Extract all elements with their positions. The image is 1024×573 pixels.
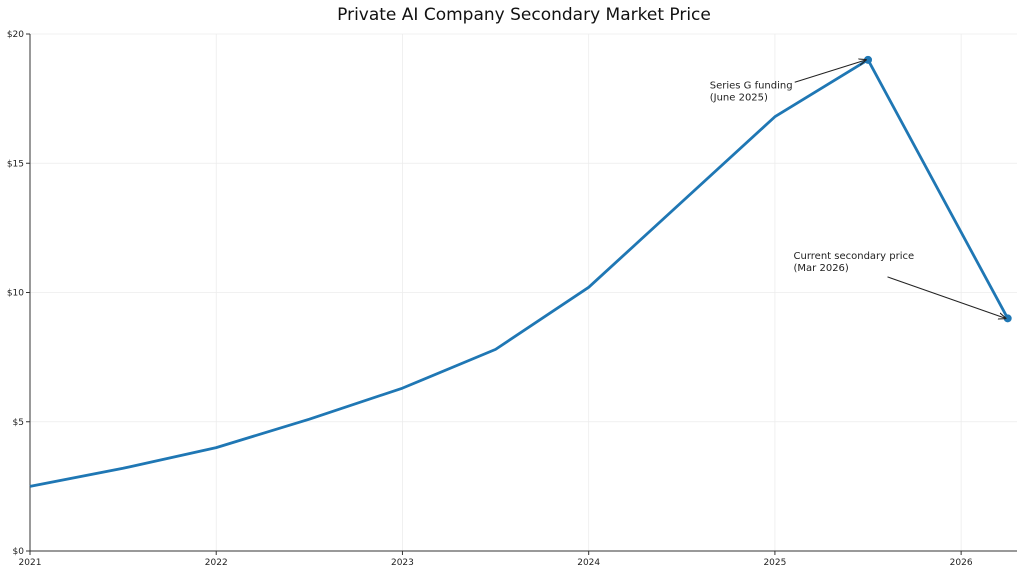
annotation-arrow xyxy=(794,60,866,83)
annotation-series-g-line2: (June 2025) xyxy=(710,92,768,103)
y-tick-label: $15 xyxy=(7,159,24,169)
annotations: Series G funding (June 2025) Current sec… xyxy=(710,60,1006,319)
x-tick-label: 2022 xyxy=(205,558,228,568)
y-tick-label: $10 xyxy=(7,289,24,299)
x-tick-label: 2023 xyxy=(391,558,414,568)
x-tick-label: 2026 xyxy=(950,558,973,568)
annotation-current-price-line1: Current secondary price xyxy=(794,251,915,262)
chart-title: Private AI Company Secondary Market Pric… xyxy=(337,5,711,25)
x-tick-label: 2025 xyxy=(763,558,786,568)
annotation-arrow xyxy=(887,276,1006,318)
series-line xyxy=(29,58,1009,488)
annotation-current-price-line2: (Mar 2026) xyxy=(794,263,849,274)
y-tick-label: $20 xyxy=(7,30,24,40)
grid xyxy=(29,33,1017,552)
y-tick-label: $0 xyxy=(13,547,25,557)
x-tick-label: 2024 xyxy=(577,558,600,568)
annotation-series-g-line1: Series G funding xyxy=(710,80,793,91)
x-tick-label: 2021 xyxy=(19,558,42,568)
y-tick-label: $5 xyxy=(13,418,24,428)
axes: 2021 2022 2023 2024 2025 2026 $0 $5 $10 $15 $20 xyxy=(7,30,1017,568)
